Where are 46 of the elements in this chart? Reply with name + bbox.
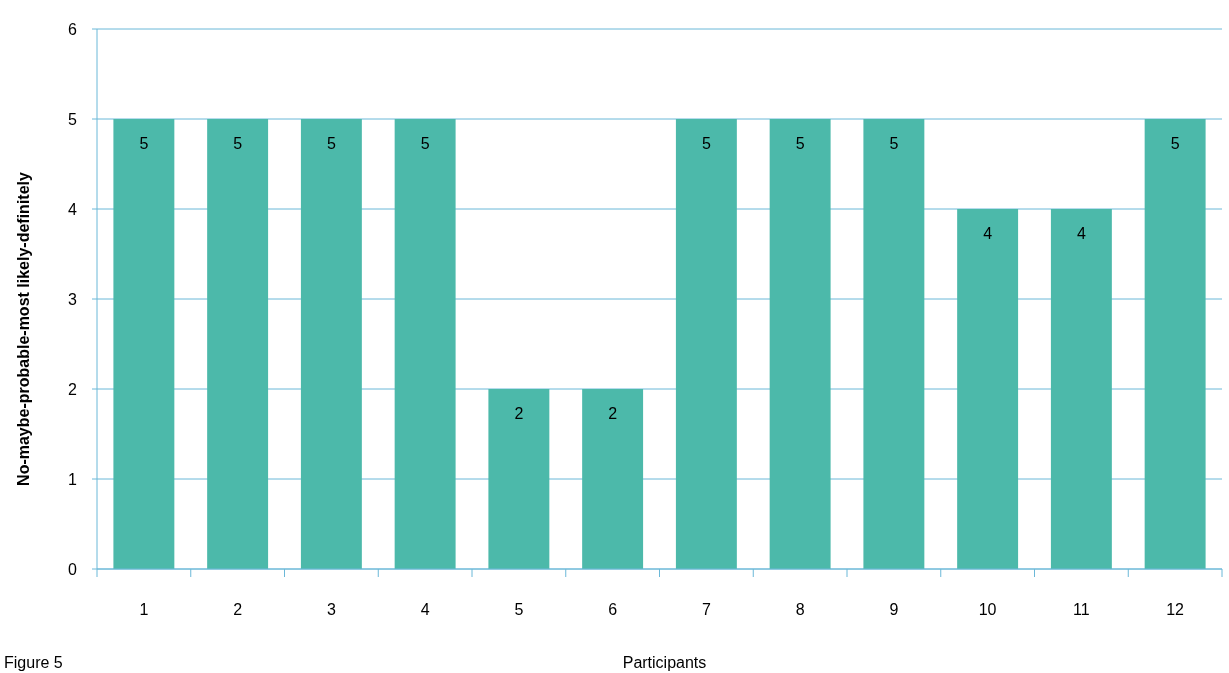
y-tick-label: 4 xyxy=(68,200,78,218)
y-tick-label: 6 xyxy=(68,20,78,38)
y-tick-label: 2 xyxy=(68,380,78,398)
bar xyxy=(207,119,269,569)
bar xyxy=(1144,119,1206,569)
data-label: 5 xyxy=(139,135,149,152)
bar xyxy=(675,119,737,569)
x-tick-label: 9 xyxy=(889,601,899,618)
y-axis-title: No-maybe-probable-most likely-definitely xyxy=(15,171,32,486)
data-label: 2 xyxy=(514,405,524,422)
x-tick-label: 6 xyxy=(608,601,618,618)
x-tick-label: 1 xyxy=(139,601,149,618)
bar xyxy=(1050,209,1112,569)
x-tick-label: 10 xyxy=(978,601,997,618)
data-label: 2 xyxy=(608,405,618,422)
data-label: 5 xyxy=(701,135,711,152)
x-tick-label: 5 xyxy=(514,601,524,618)
y-tick-label: 1 xyxy=(68,470,78,488)
data-label: 4 xyxy=(1076,225,1086,242)
x-tick-label: 3 xyxy=(326,601,336,618)
data-label: 5 xyxy=(233,135,243,152)
x-tick-label: 2 xyxy=(233,601,243,618)
y-tick-label: 3 xyxy=(68,290,78,308)
bar xyxy=(113,119,175,569)
x-tick-label: 7 xyxy=(701,601,711,618)
data-label: 5 xyxy=(889,135,899,152)
data-label: 5 xyxy=(420,135,430,152)
bar xyxy=(863,119,925,569)
x-tick-label: 4 xyxy=(420,601,430,618)
data-label: 5 xyxy=(326,135,336,152)
bar xyxy=(957,209,1019,569)
x-tick-label: 11 xyxy=(1073,601,1090,618)
bar xyxy=(582,389,644,569)
caption: Figure 5 xyxy=(4,654,63,671)
data-label: 5 xyxy=(1170,135,1180,152)
bar xyxy=(488,389,550,569)
x-tick-label: 8 xyxy=(795,601,805,618)
x-axis-title: Participants xyxy=(622,654,707,671)
bar xyxy=(300,119,362,569)
data-label: 5 xyxy=(795,135,805,152)
y-tick-label: 5 xyxy=(68,110,78,128)
bar xyxy=(394,119,456,569)
x-tick-label: 12 xyxy=(1166,601,1185,618)
data-label: 4 xyxy=(983,225,993,242)
y-tick-label: 0 xyxy=(68,560,78,578)
bar xyxy=(769,119,831,569)
